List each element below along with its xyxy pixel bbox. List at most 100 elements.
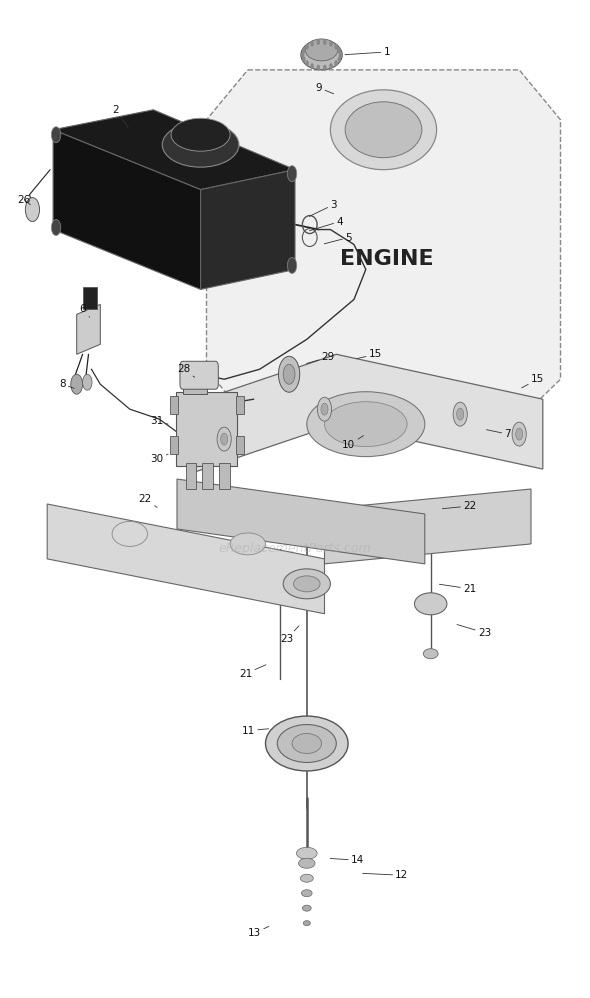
- Bar: [83, 287, 97, 309]
- Circle shape: [305, 44, 309, 50]
- Ellipse shape: [301, 890, 312, 896]
- Circle shape: [516, 428, 523, 440]
- Circle shape: [329, 63, 333, 69]
- Ellipse shape: [300, 874, 313, 882]
- Text: 26: 26: [18, 195, 31, 205]
- Bar: [170, 396, 178, 414]
- Ellipse shape: [414, 593, 447, 615]
- Ellipse shape: [324, 402, 407, 447]
- Circle shape: [329, 41, 333, 47]
- FancyBboxPatch shape: [176, 392, 237, 466]
- Bar: [186, 463, 196, 489]
- Circle shape: [287, 257, 297, 273]
- Circle shape: [25, 198, 40, 222]
- Ellipse shape: [277, 725, 336, 762]
- Bar: [236, 396, 244, 414]
- Circle shape: [316, 65, 320, 71]
- Circle shape: [301, 52, 304, 58]
- Circle shape: [337, 48, 341, 54]
- Circle shape: [287, 166, 297, 182]
- Ellipse shape: [299, 858, 315, 868]
- Text: eReplacementParts.com: eReplacementParts.com: [219, 542, 371, 556]
- Text: 21: 21: [440, 584, 476, 594]
- Circle shape: [51, 220, 61, 236]
- Ellipse shape: [294, 576, 320, 592]
- Circle shape: [51, 127, 61, 143]
- Circle shape: [335, 44, 338, 50]
- Text: 8: 8: [59, 379, 74, 389]
- Circle shape: [71, 374, 83, 394]
- Text: 3: 3: [309, 200, 337, 217]
- Ellipse shape: [230, 533, 266, 555]
- Ellipse shape: [423, 649, 438, 659]
- Ellipse shape: [345, 102, 422, 158]
- Bar: [183, 369, 206, 394]
- Ellipse shape: [283, 569, 330, 599]
- Polygon shape: [77, 304, 100, 354]
- Circle shape: [83, 374, 92, 390]
- Circle shape: [310, 63, 314, 69]
- Bar: [202, 463, 213, 489]
- Circle shape: [278, 356, 300, 392]
- Polygon shape: [189, 354, 543, 474]
- Polygon shape: [324, 489, 531, 564]
- Ellipse shape: [266, 717, 348, 770]
- Circle shape: [453, 402, 467, 426]
- FancyBboxPatch shape: [180, 361, 218, 389]
- Text: 6: 6: [80, 304, 90, 317]
- Circle shape: [339, 52, 342, 58]
- Circle shape: [221, 433, 228, 445]
- Text: 14: 14: [330, 855, 364, 865]
- Text: 5: 5: [324, 233, 352, 244]
- Circle shape: [283, 364, 295, 384]
- Text: 11: 11: [242, 726, 268, 736]
- Circle shape: [321, 403, 328, 415]
- Ellipse shape: [292, 734, 322, 753]
- Bar: [236, 436, 244, 454]
- Text: 7: 7: [487, 429, 511, 439]
- Text: 9: 9: [316, 83, 334, 94]
- Circle shape: [317, 397, 332, 421]
- Text: 22: 22: [442, 501, 476, 511]
- Ellipse shape: [301, 40, 342, 70]
- Text: 1: 1: [345, 47, 390, 57]
- Circle shape: [305, 60, 309, 66]
- Ellipse shape: [162, 123, 239, 168]
- Text: 21: 21: [239, 665, 266, 679]
- Text: 15: 15: [357, 349, 382, 359]
- Text: 2: 2: [112, 105, 128, 128]
- Text: ENGINE: ENGINE: [340, 250, 433, 269]
- Circle shape: [457, 408, 464, 420]
- Polygon shape: [206, 70, 560, 419]
- Circle shape: [316, 39, 320, 45]
- Circle shape: [323, 39, 327, 45]
- Circle shape: [302, 56, 306, 62]
- Circle shape: [310, 41, 314, 47]
- Polygon shape: [201, 170, 295, 289]
- Polygon shape: [53, 110, 295, 190]
- Ellipse shape: [306, 39, 337, 61]
- Ellipse shape: [330, 90, 437, 170]
- Circle shape: [323, 65, 327, 71]
- Text: 4: 4: [310, 217, 343, 231]
- Circle shape: [337, 56, 341, 62]
- Ellipse shape: [302, 905, 312, 911]
- Bar: [170, 436, 178, 454]
- Circle shape: [512, 422, 526, 446]
- Text: 12: 12: [363, 870, 408, 880]
- Text: 29: 29: [307, 352, 335, 363]
- Circle shape: [217, 427, 231, 451]
- Ellipse shape: [112, 521, 148, 547]
- Bar: [219, 463, 230, 489]
- Text: 15: 15: [522, 374, 544, 388]
- Text: 28: 28: [177, 364, 195, 377]
- Polygon shape: [47, 504, 324, 614]
- Polygon shape: [53, 130, 201, 289]
- Ellipse shape: [303, 920, 310, 926]
- Text: 10: 10: [342, 436, 363, 450]
- Text: 23: 23: [280, 626, 299, 644]
- Text: 22: 22: [139, 494, 157, 507]
- Circle shape: [302, 48, 306, 54]
- Text: 23: 23: [457, 625, 491, 638]
- Text: 30: 30: [150, 454, 168, 464]
